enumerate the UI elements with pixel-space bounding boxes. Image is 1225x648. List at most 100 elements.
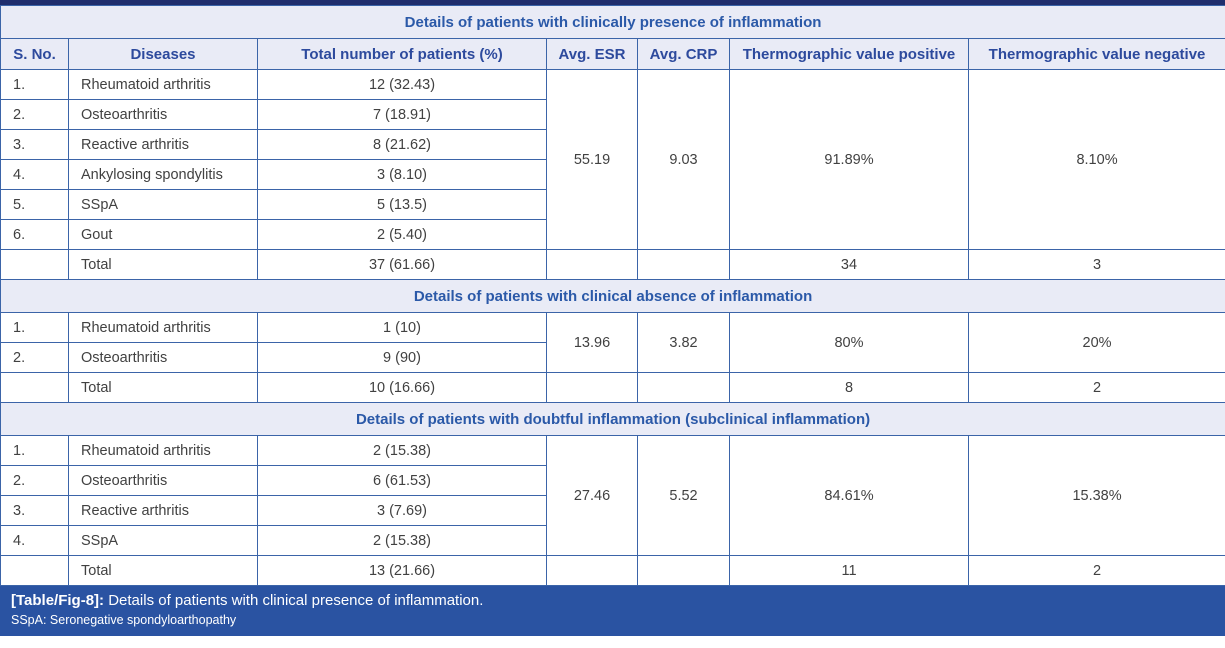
- patients-cell: 2 (15.38): [257, 435, 547, 466]
- sno-cell: 1.: [0, 312, 69, 343]
- empty-cell: [637, 555, 730, 586]
- patients-total-cell: 13 (21.66): [257, 555, 547, 586]
- sno-cell: 1.: [0, 69, 69, 100]
- disease-cell: Ankylosing spondylitis: [68, 159, 258, 190]
- thermo-negative-total-cell: 3: [967, 249, 1225, 280]
- sno-cell: 2.: [0, 465, 69, 496]
- table-row: 2. Osteoarthritis 6 (61.53): [0, 465, 1225, 496]
- col-header-avg-esr: Avg. ESR: [546, 38, 638, 70]
- empty-cell: [637, 372, 730, 403]
- sno-cell: 3.: [0, 129, 69, 160]
- empty-cell: [0, 249, 69, 280]
- patients-cell: 6 (61.53): [257, 465, 547, 496]
- table-row: 6. Gout 2 (5.40): [0, 219, 1225, 250]
- disease-cell: SSpA: [68, 525, 258, 556]
- empty-cell: [546, 249, 638, 280]
- patients-inflammation-table: Details of patients with clinically pres…: [0, 5, 1225, 586]
- thermo-negative-cell: 20%: [967, 312, 1225, 373]
- col-header-total-patients: Total number of patients (%): [257, 38, 547, 70]
- thermo-negative-total-cell: 2: [967, 372, 1225, 403]
- empty-cell: [546, 555, 638, 586]
- column-header-row: S. No. Diseases Total number of patients…: [0, 38, 1225, 70]
- disease-cell: Osteoarthritis: [68, 342, 258, 373]
- disease-cell: Rheumatoid arthritis: [68, 69, 258, 100]
- empty-cell: [637, 249, 730, 280]
- thermo-positive-cell: 80%: [729, 312, 969, 373]
- table-row: 1. Rheumatoid arthritis 2 (15.38) 27.46 …: [0, 435, 1225, 556]
- avg-esr-cell: 13.96: [546, 312, 638, 373]
- sno-cell: 3.: [0, 495, 69, 526]
- total-row: Total 10 (16.66) 8 2: [0, 372, 1225, 403]
- total-label-cell: Total: [68, 555, 258, 586]
- total-label-cell: Total: [68, 372, 258, 403]
- caption-tag: [Table/Fig-8]:: [11, 592, 105, 609]
- section-3-title: Details of patients with doubtful inflam…: [0, 402, 1225, 436]
- disease-cell: Gout: [68, 219, 258, 250]
- disease-cell: Rheumatoid arthritis: [68, 435, 258, 466]
- avg-esr-cell: 55.19: [546, 69, 638, 250]
- patients-cell: 1 (10): [257, 312, 547, 343]
- sno-cell: 5.: [0, 189, 69, 220]
- avg-crp-cell: 3.82: [637, 312, 730, 373]
- patients-cell: 5 (13.5): [257, 189, 547, 220]
- col-header-avg-crp: Avg. CRP: [637, 38, 730, 70]
- disease-cell: Reactive arthritis: [68, 129, 258, 160]
- section-3-title-row: Details of patients with doubtful inflam…: [0, 402, 1225, 436]
- patients-total-cell: 10 (16.66): [257, 372, 547, 403]
- caption-line: [Table/Fig-8]: Details of patients with …: [11, 591, 1214, 611]
- thermo-positive-cell: 84.61%: [729, 435, 969, 556]
- patients-cell: 9 (90): [257, 342, 547, 373]
- table-row: 4. Ankylosing spondylitis 3 (8.10): [0, 159, 1225, 190]
- table-row: 1. Rheumatoid arthritis 12 (32.43) 55.19…: [0, 69, 1225, 250]
- sno-cell: 4.: [0, 525, 69, 556]
- section-2-title-row: Details of patients with clinical absenc…: [0, 279, 1225, 313]
- patients-cell: 8 (21.62): [257, 129, 547, 160]
- table-row: 3. Reactive arthritis 3 (7.69): [0, 495, 1225, 526]
- avg-esr-cell: 27.46: [546, 435, 638, 556]
- table-row: 2. Osteoarthritis 7 (18.91): [0, 99, 1225, 130]
- col-header-sno: S. No.: [0, 38, 69, 70]
- sno-cell: 4.: [0, 159, 69, 190]
- caption-footnote: SSpA: Seronegative spondyloarthopathy: [11, 613, 237, 627]
- caption-bar: [Table/Fig-8]: Details of patients with …: [0, 586, 1225, 636]
- sno-cell: 2.: [0, 99, 69, 130]
- disease-cell: SSpA: [68, 189, 258, 220]
- patients-total-cell: 37 (61.66): [257, 249, 547, 280]
- thermo-positive-total-cell: 8: [729, 372, 969, 403]
- patients-cell: 3 (8.10): [257, 159, 547, 190]
- section-1-title-row: Details of patients with clinically pres…: [0, 5, 1225, 39]
- sno-cell: 6.: [0, 219, 69, 250]
- patients-cell: 7 (18.91): [257, 99, 547, 130]
- total-row: Total 13 (21.66) 11 2: [0, 555, 1225, 586]
- empty-cell: [0, 555, 69, 586]
- col-header-thermo-negative: Thermographic value negative: [967, 38, 1225, 70]
- disease-cell: Rheumatoid arthritis: [68, 312, 258, 343]
- thermo-negative-cell: 8.10%: [967, 69, 1225, 250]
- avg-crp-cell: 9.03: [637, 69, 730, 250]
- disease-cell: Osteoarthritis: [68, 99, 258, 130]
- sno-cell: 1.: [0, 435, 69, 466]
- avg-crp-cell: 5.52: [637, 435, 730, 556]
- disease-cell: Reactive arthritis: [68, 495, 258, 526]
- col-header-diseases: Diseases: [68, 38, 258, 70]
- table-row: 1. Rheumatoid arthritis 1 (10) 13.96 3.8…: [0, 312, 1225, 373]
- thermo-positive-total-cell: 34: [729, 249, 969, 280]
- empty-cell: [546, 372, 638, 403]
- table-row: 4. SSpA 2 (15.38): [0, 525, 1225, 556]
- thermo-negative-cell: 15.38%: [967, 435, 1225, 556]
- col-header-thermo-positive: Thermographic value positive: [729, 38, 969, 70]
- caption-text: Details of patients with clinical presen…: [108, 592, 484, 609]
- thermo-positive-cell: 91.89%: [729, 69, 969, 250]
- disease-cell: Osteoarthritis: [68, 465, 258, 496]
- thermo-positive-total-cell: 11: [729, 555, 969, 586]
- total-label-cell: Total: [68, 249, 258, 280]
- patients-cell: 2 (5.40): [257, 219, 547, 250]
- patients-cell: 2 (15.38): [257, 525, 547, 556]
- patients-cell: 12 (32.43): [257, 69, 547, 100]
- section-1-title: Details of patients with clinically pres…: [0, 5, 1225, 39]
- top-border-bar: [0, 0, 1225, 5]
- thermo-negative-total-cell: 2: [967, 555, 1225, 586]
- total-row: Total 37 (61.66) 34 3: [0, 249, 1225, 280]
- table-row: 3. Reactive arthritis 8 (21.62): [0, 129, 1225, 160]
